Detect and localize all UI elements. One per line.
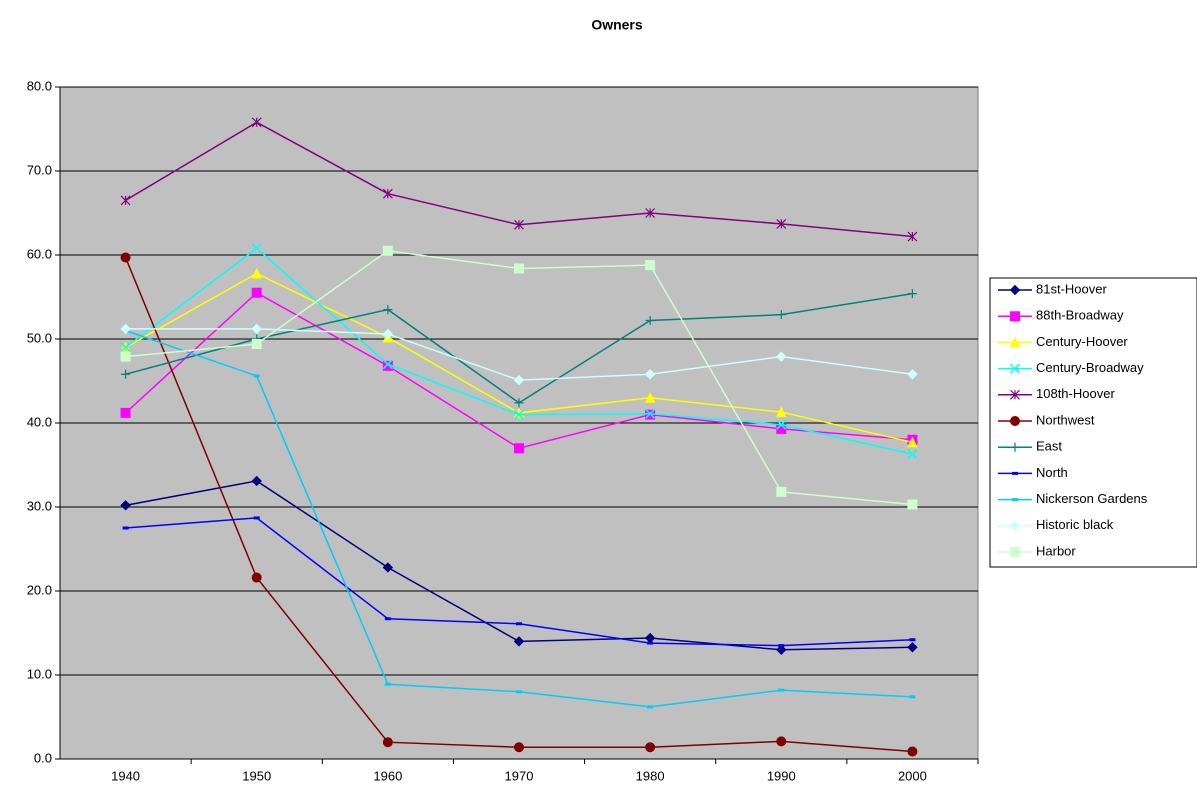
- data-point: [776, 351, 787, 362]
- data-point: [382, 188, 393, 199]
- data-point: [382, 360, 393, 371]
- legend-marker: [1009, 284, 1021, 296]
- data-point: [121, 369, 131, 379]
- y-tick-label: 70.0: [27, 162, 52, 177]
- data-point: [120, 195, 131, 206]
- data-point: [776, 310, 786, 320]
- legend-label: 81st-Hoover: [1036, 281, 1107, 296]
- x-tick-label: 1970: [505, 768, 534, 783]
- legend-label: Century-Hoover: [1036, 334, 1128, 349]
- data-point: [513, 636, 525, 647]
- data-point: [251, 572, 262, 583]
- legend-marker: [1010, 389, 1020, 400]
- data-point: [645, 260, 656, 271]
- chart-title: Owners: [591, 17, 643, 33]
- data-point: [120, 351, 131, 362]
- data-point: [514, 443, 524, 454]
- legend-label: Nickerson Gardens: [1036, 491, 1148, 506]
- x-tick-label: 1960: [373, 768, 402, 783]
- data-point: [120, 500, 131, 511]
- data-point: [251, 475, 262, 487]
- y-tick-label: 10.0: [27, 666, 52, 681]
- data-point: [907, 289, 917, 299]
- data-point: [251, 243, 262, 254]
- y-tick-label: 40.0: [27, 414, 52, 429]
- y-tick-label: 20.0: [27, 582, 52, 597]
- data-point: [382, 328, 394, 340]
- data-point: [775, 406, 787, 418]
- legend-label: 108th-Hoover: [1036, 386, 1115, 401]
- legend-marker: [1010, 442, 1020, 452]
- data-point: [776, 644, 787, 656]
- data-point: [120, 342, 131, 353]
- data-point: [907, 231, 918, 242]
- data-point: [251, 339, 262, 350]
- y-tick-label: 0.0: [34, 750, 52, 765]
- data-point: [645, 408, 656, 419]
- legend-label: Harbor: [1036, 543, 1076, 558]
- data-point: [907, 499, 918, 510]
- legend-label: East: [1036, 439, 1062, 454]
- legend-label: Century-Broadway: [1036, 360, 1144, 375]
- data-point: [907, 746, 918, 757]
- data-point: [776, 736, 787, 747]
- legend-marker: [1010, 416, 1021, 426]
- data-point: [514, 219, 524, 230]
- legend-box: [989, 277, 1197, 568]
- legend-label: Historic black: [1036, 517, 1114, 532]
- data-point: [514, 398, 524, 408]
- data-point: [251, 287, 262, 298]
- legend-label: Northwest: [1036, 412, 1095, 427]
- data-point: [251, 117, 262, 128]
- data-point: [251, 267, 263, 279]
- data-point: [644, 392, 656, 403]
- x-tick-label: 1980: [636, 768, 665, 783]
- legend-label: North: [1036, 465, 1068, 480]
- data-point: [907, 642, 918, 653]
- legend-marker: [1009, 363, 1021, 374]
- data-point: [383, 305, 393, 315]
- x-tick-label: 2000: [898, 768, 927, 783]
- data-point: [514, 263, 524, 274]
- legend-marker: [1010, 547, 1020, 557]
- y-tick-label: 80.0: [27, 78, 52, 93]
- legend-marker: [1009, 520, 1021, 532]
- data-point: [120, 252, 131, 263]
- data-point: [382, 737, 393, 748]
- legend-marker: [1010, 311, 1020, 322]
- legend-label: 88th-Broadway: [1036, 308, 1124, 323]
- data-point: [907, 436, 918, 448]
- data-point: [382, 359, 393, 370]
- x-tick-label: 1990: [767, 768, 796, 783]
- data-point: [907, 369, 918, 380]
- x-tick-label: 1950: [242, 768, 271, 783]
- y-tick-label: 50.0: [27, 330, 52, 345]
- data-point: [776, 419, 787, 430]
- data-point: [645, 742, 656, 753]
- y-tick-label: 30.0: [27, 498, 52, 513]
- data-point: [645, 208, 656, 218]
- y-tick-label: 60.0: [27, 246, 52, 261]
- data-point: [776, 218, 787, 229]
- legend-marker: [1009, 336, 1021, 348]
- data-point: [513, 374, 525, 386]
- data-point: [120, 407, 131, 418]
- data-point: [513, 409, 525, 420]
- data-point: [776, 486, 787, 497]
- data-point: [645, 316, 655, 326]
- data-point: [514, 742, 525, 753]
- data-point: [382, 562, 394, 573]
- data-point: [120, 323, 131, 335]
- data-point: [907, 449, 918, 460]
- data-point: [644, 369, 656, 380]
- data-point: [251, 323, 262, 335]
- data-point: [382, 245, 393, 256]
- x-tick-label: 1940: [111, 768, 140, 783]
